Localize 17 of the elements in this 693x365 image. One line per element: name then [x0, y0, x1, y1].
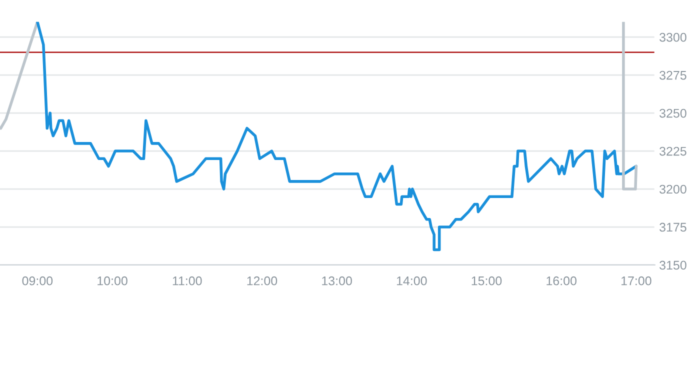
y-tick-label: 3200	[660, 184, 686, 194]
y-tick-label: 3250	[660, 108, 686, 118]
x-tick-label: 12:00	[247, 276, 278, 286]
x-tick-label: 14:00	[396, 276, 427, 286]
x-tick-label: 09:00	[22, 276, 53, 286]
x-tick-label: 10:00	[98, 276, 128, 286]
y-tick-label: 3275	[660, 70, 686, 80]
line-series	[36, 22, 638, 252]
x-tick-label: 16:00	[546, 276, 576, 286]
y-tick-label: 3175	[660, 222, 686, 232]
x-tick-label: 17:00	[621, 276, 652, 286]
y-tick-label: 3300	[660, 32, 686, 42]
y-tick-label: 3225	[660, 146, 686, 156]
x-tick-label: 11:00	[172, 276, 202, 286]
y-tick-label: 3150	[660, 260, 686, 270]
x-tick-label: 13:00	[322, 276, 352, 286]
x-tick-label: 15:00	[472, 276, 502, 286]
